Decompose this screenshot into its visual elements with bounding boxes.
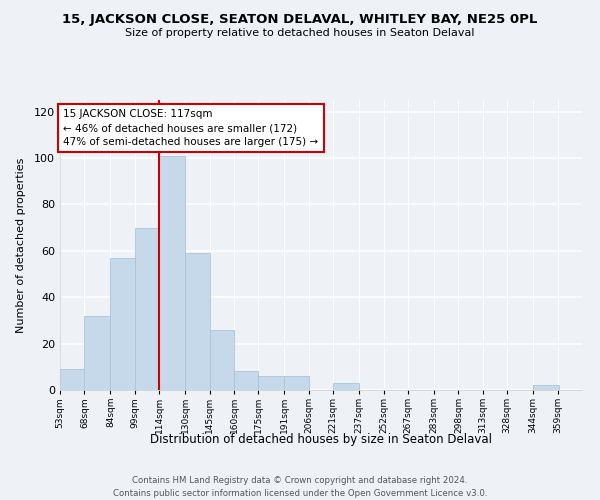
Text: Distribution of detached houses by size in Seaton Delaval: Distribution of detached houses by size …	[150, 432, 492, 446]
Bar	[259, 376, 284, 390]
Text: Contains HM Land Registry data © Crown copyright and database right 2024.
Contai: Contains HM Land Registry data © Crown c…	[113, 476, 487, 498]
Text: 15 JACKSON CLOSE: 117sqm
← 46% of detached houses are smaller (172)
47% of semi-: 15 JACKSON CLOSE: 117sqm ← 46% of detach…	[63, 110, 319, 148]
Text: 15, JACKSON CLOSE, SEATON DELAVAL, WHITLEY BAY, NE25 0PL: 15, JACKSON CLOSE, SEATON DELAVAL, WHITL…	[62, 12, 538, 26]
Bar	[209, 330, 234, 390]
Text: Size of property relative to detached houses in Seaton Delaval: Size of property relative to detached ho…	[125, 28, 475, 38]
Bar	[60, 369, 85, 390]
Bar	[284, 376, 309, 390]
Bar	[159, 156, 185, 390]
Y-axis label: Number of detached properties: Number of detached properties	[16, 158, 26, 332]
Bar	[135, 228, 159, 390]
Bar	[110, 258, 135, 390]
Bar	[533, 386, 559, 390]
Bar	[333, 383, 359, 390]
Bar	[185, 253, 209, 390]
Bar	[85, 316, 110, 390]
Bar	[234, 372, 259, 390]
